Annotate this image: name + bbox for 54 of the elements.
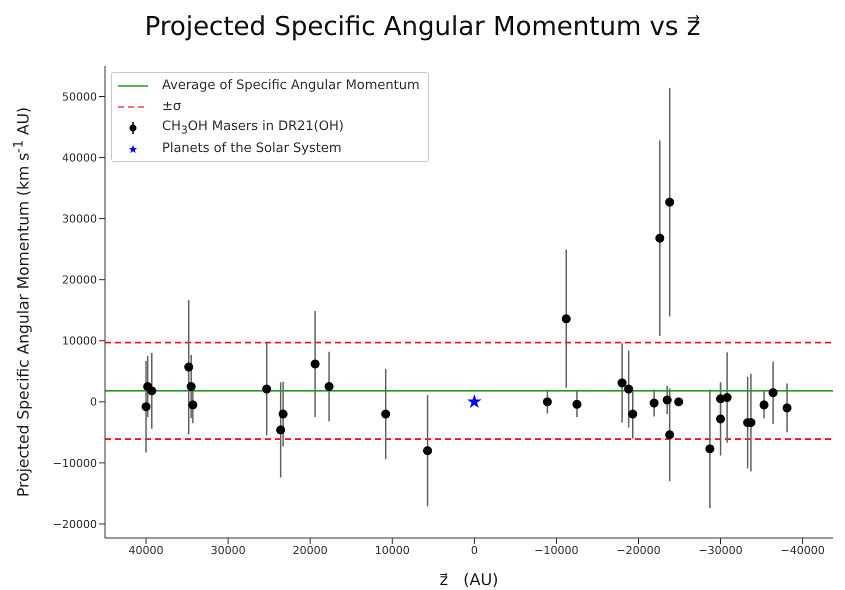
y-tick-label: 0 (90, 396, 97, 409)
x-axis-title: z⃗ (AU) (438, 570, 500, 589)
point (674, 397, 684, 406)
x-tick-label: 10000 (374, 544, 410, 557)
point (262, 384, 272, 394)
point (381, 410, 390, 419)
point (542, 397, 552, 406)
point (722, 393, 732, 402)
point (705, 444, 714, 454)
point (142, 402, 151, 412)
point (650, 398, 659, 408)
y-tick-label: −10000 (52, 456, 97, 470)
point (618, 378, 627, 388)
x-tick-label: −10000 (534, 544, 579, 557)
legend-label: CH$_{3}$OH Masers in DR21(OH) (162, 118, 344, 136)
point (665, 430, 674, 440)
legend-label: ±σ (162, 99, 182, 114)
point (278, 410, 288, 419)
point (186, 382, 196, 392)
x-tick-label: −40000 (780, 544, 825, 557)
point (184, 362, 194, 372)
point (782, 403, 792, 412)
x-tick-label: 0 (470, 544, 478, 557)
x-tick-label: 40000 (128, 544, 164, 557)
point (467, 394, 482, 408)
y-tick-label: 40000 (62, 151, 97, 164)
point (662, 396, 672, 405)
y-tick-label: 30000 (62, 212, 97, 226)
legend-label: Planets of the Solar System (162, 141, 342, 156)
point (276, 425, 286, 434)
point (310, 359, 320, 368)
point (423, 446, 432, 456)
point (655, 234, 664, 243)
y-tick-label: 50000 (62, 90, 97, 104)
x-tick-label: −30000 (698, 544, 743, 557)
x-tick-label: 20000 (292, 544, 328, 557)
point (188, 400, 198, 410)
point (147, 386, 156, 396)
point (768, 388, 778, 398)
y-tick-label: −20000 (52, 518, 97, 531)
legend-label: Average of Specific Angular Momentum (162, 78, 420, 93)
point (760, 400, 769, 410)
point (628, 410, 638, 419)
point (324, 382, 334, 392)
x-tick-label: −20000 (616, 544, 661, 557)
point (665, 198, 674, 207)
y-tick-label: 20000 (62, 274, 97, 287)
point (572, 400, 582, 409)
point (562, 314, 571, 324)
point (624, 384, 634, 394)
point (716, 414, 726, 424)
chart-title: Projected Specific Angular Momentum vs z⃗ (144, 12, 702, 42)
x-tick-label: 30000 (210, 544, 246, 557)
y-tick-label: 10000 (62, 334, 97, 348)
